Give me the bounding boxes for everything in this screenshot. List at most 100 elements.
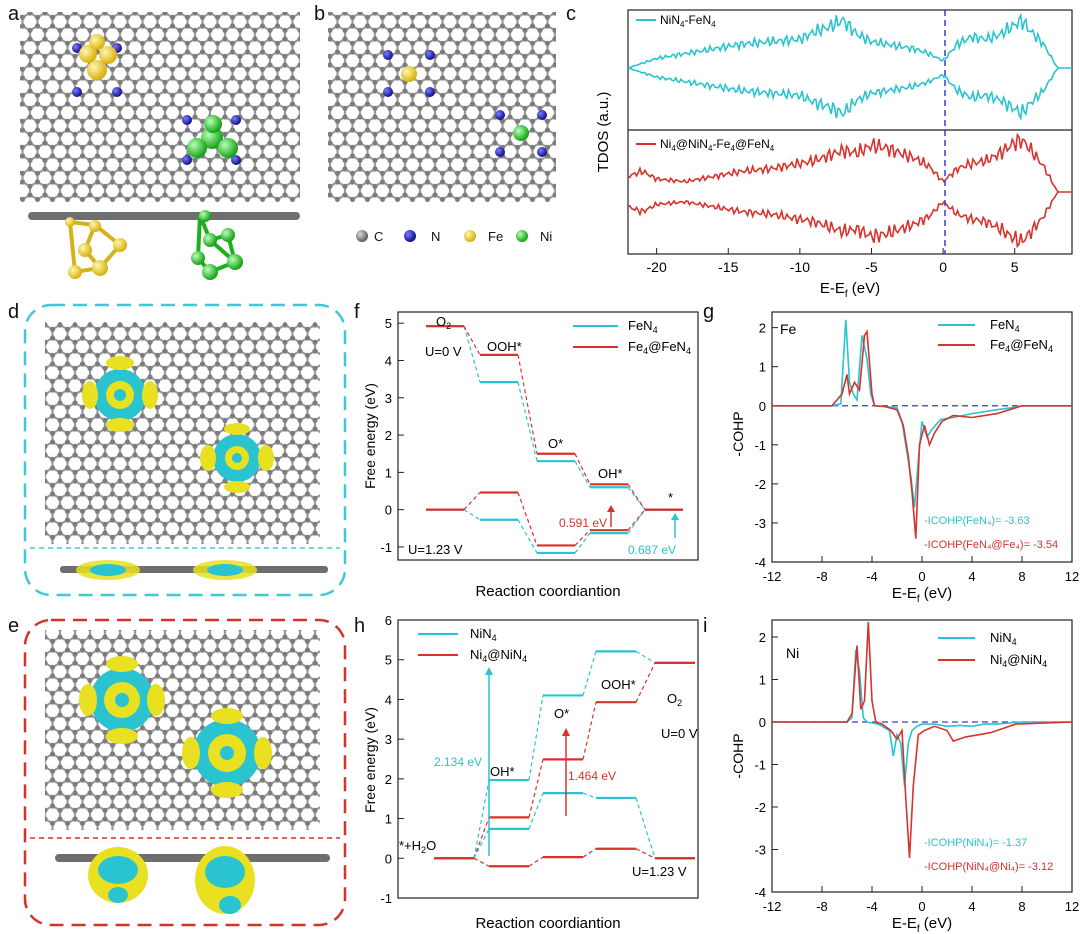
f-ylabel: Free energy (eV): [362, 383, 378, 489]
legend-c: C: [374, 229, 383, 244]
g-icohp-1: -ICOHP(FeN₄)= -3.63: [924, 515, 1030, 527]
tdos-series-bottom: [627, 132, 1072, 249]
atom-legend: C N Fe Ni: [356, 229, 552, 244]
h-label-ooh: OOH*: [601, 677, 636, 692]
h-xlabel: Reaction coordiantion: [475, 915, 620, 932]
i-ylabel: -COHP: [730, 733, 746, 778]
xtick-label: -4: [866, 569, 878, 584]
energy-connector: [517, 519, 538, 554]
h-ylabel: Free energy (eV): [362, 707, 378, 813]
f-label-u0: U=0 V: [425, 344, 462, 359]
xtick-label: -4: [866, 899, 878, 914]
energy-connector: [463, 509, 481, 521]
xtick-label: 4: [968, 899, 975, 914]
energy-connector: [582, 848, 597, 858]
energy-connector: [635, 662, 656, 703]
ytick-label: -1: [380, 540, 392, 555]
energy-connector: [517, 381, 538, 462]
ytick-label: 2: [385, 772, 392, 787]
ytick-label: 1: [385, 465, 392, 480]
energy-connector: [473, 828, 490, 859]
ytick-label: -3: [754, 843, 766, 858]
f-xlabel: Reaction coordiantion: [475, 583, 620, 600]
charge-density-panel-e: [23, 618, 347, 927]
tdos-xtick-label: 0: [939, 259, 947, 275]
energy-connector: [517, 492, 538, 546]
energy-connector: [574, 460, 591, 488]
tdos-chart: -20 -15 -10 -5 0 5 TDOS (a.u.) E-Ef (eV) NiN4…: [595, 9, 1073, 300]
legend-ni: Ni: [540, 229, 552, 244]
panel-label-f: f: [354, 301, 360, 323]
side-view-a: [28, 210, 300, 280]
f-legend-1: FeN4: [628, 318, 658, 335]
tdos-ylabel: TDOS (a.u.): [595, 92, 612, 173]
ni-atom-b: [513, 125, 529, 141]
panel-label-h: h: [354, 615, 365, 637]
ytick-label: 3: [385, 732, 392, 747]
energy-connector: [627, 486, 646, 511]
xtick-label: -12: [763, 569, 782, 584]
charge-density-panel-d: [23, 303, 347, 597]
energy-connector: [635, 797, 656, 859]
energy-connector: [463, 326, 481, 383]
h-value-cyan: 2.134 eV: [434, 755, 482, 769]
ytick-label: 0: [759, 715, 766, 730]
panel-label-c: c: [566, 3, 576, 25]
energy-connector: [528, 695, 544, 781]
fe-atom-b: [401, 66, 417, 82]
f-label-u123: U=1.23 V: [408, 542, 463, 557]
tdos-series-top: [627, 12, 1072, 121]
energy-connector: [582, 792, 597, 799]
tdos-xtick-label: -20: [647, 259, 667, 275]
xtick-label: 12: [1065, 899, 1079, 914]
energy-connector: [627, 509, 646, 531]
panel-label-i: i: [703, 615, 707, 637]
energy-connector: [473, 817, 490, 859]
ytick-label: -2: [754, 477, 766, 492]
isosurface-e1: [79, 656, 165, 744]
ytick-label: -1: [754, 758, 766, 773]
f-arrow-cyan: [671, 513, 679, 538]
h-label-start: *+H2O: [399, 838, 436, 855]
ytick-label: -2: [754, 800, 766, 815]
ytick-label: 0: [385, 851, 392, 866]
ytick-label: 4: [385, 353, 392, 368]
h-label-oh: OH*: [490, 764, 515, 779]
ytick-label: 1: [759, 673, 766, 688]
panel-label-g: g: [703, 301, 714, 323]
energy-connector: [528, 792, 544, 830]
ytick-label: 2: [759, 321, 766, 336]
g-legend-2: Fe4@FeN4: [990, 337, 1053, 354]
xtick-label: -8: [816, 899, 828, 914]
free-energy-chart-f: 5 4 3 2 1 0 -1 Free energy (eV) Reaction coord…: [362, 311, 699, 600]
n-atoms-a: [72, 43, 241, 165]
h-label-u123: U=1.23 V: [632, 864, 687, 879]
structure-panel-b: [328, 12, 556, 202]
energy-connector: [473, 779, 490, 859]
panel-label-b: b: [314, 3, 325, 25]
energy-connector: [463, 325, 481, 356]
energy-connector: [463, 492, 481, 511]
energy-connector: [473, 857, 490, 867]
g-legend-1: FeN4: [990, 317, 1020, 334]
energy-connector: [528, 759, 544, 818]
ytick-label: 6: [385, 613, 392, 628]
cohp-g-series-fe4fen4: [772, 329, 1072, 539]
h-arrow-red: [562, 728, 570, 816]
h-legend-2: Ni4@NiN4: [470, 647, 527, 664]
ytick-label: 2: [385, 428, 392, 443]
xtick-label: 8: [1018, 899, 1025, 914]
tdos-xtick-label: 5: [1011, 259, 1019, 275]
ytick-label: -4: [754, 885, 766, 900]
isosurface-d1: [82, 356, 158, 432]
f-label-ooh: OOH*: [487, 339, 522, 354]
ytick-label: 0: [759, 399, 766, 414]
xtick-label: -8: [816, 569, 828, 584]
h-arrow-cyan: [485, 667, 493, 856]
energy-connector: [574, 453, 591, 485]
ytick-label: 3: [385, 391, 392, 406]
g-ylabel: -COHP: [730, 411, 746, 456]
structure-panel-a: [20, 12, 300, 280]
i-icohp-2: -ICOHP(NiN₄@Ni₄)= -3.12: [924, 861, 1053, 873]
ytick-label: 5: [385, 316, 392, 331]
